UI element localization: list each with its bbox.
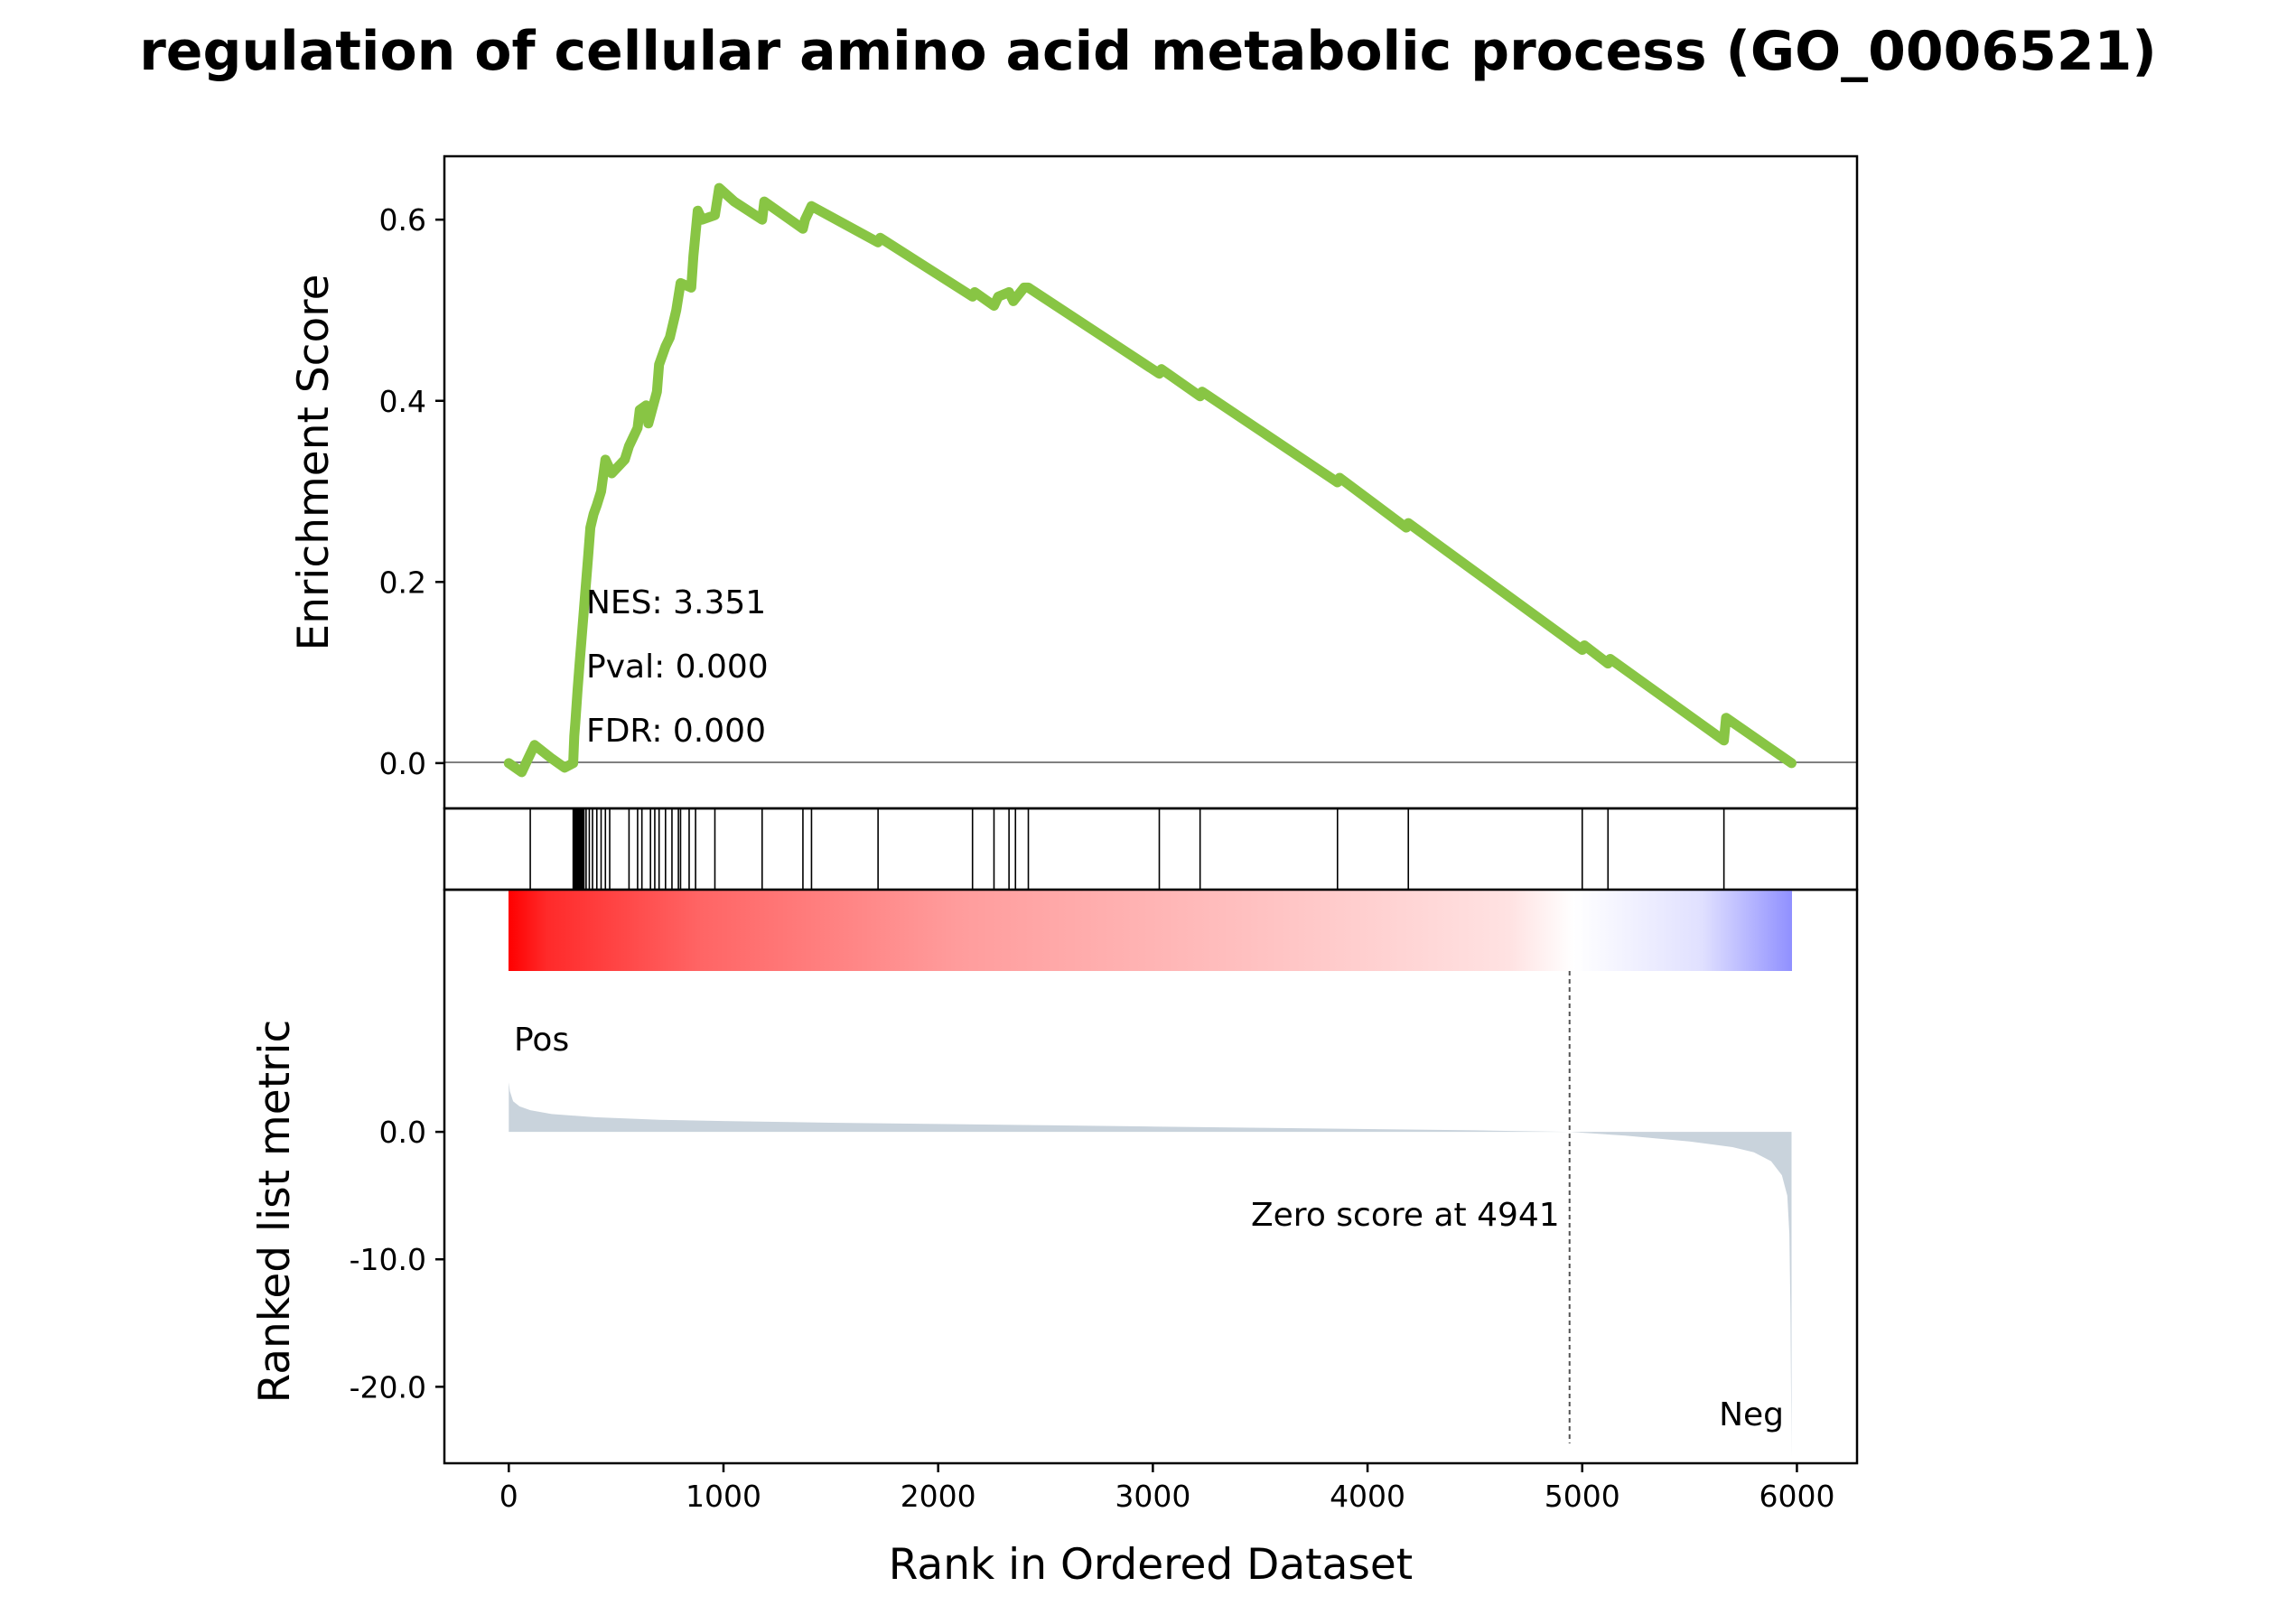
x-tick-label: 2000	[901, 1479, 976, 1514]
ranked-metric-panel-frame	[443, 888, 1859, 1465]
rm-ytick-label: -10.0	[350, 1242, 426, 1277]
x-tick-label: 0	[499, 1479, 518, 1514]
x-axis-label: Rank in Ordered Dataset	[889, 1540, 1413, 1590]
hits-panel-frame	[443, 807, 1859, 892]
x-tick-label: 3000	[1115, 1479, 1190, 1514]
x-tick-label: 1000	[686, 1479, 761, 1514]
pos-label: Pos	[514, 1022, 569, 1059]
es-ytick-label: 0.0	[379, 746, 426, 781]
ranked-metric-panel: Zero score at 4941 Pos Neg 0.0 -10.0 -20.0…	[250, 888, 1859, 1465]
neg-label: Neg	[1719, 1396, 1784, 1433]
rank-heatmap-bar	[509, 890, 1792, 971]
enrichment-panel-frame	[443, 154, 1859, 810]
zero-score-annotation: Zero score at 4941	[1251, 1197, 1560, 1234]
es-ytick-label: 0.6	[379, 202, 426, 238]
chart-title: regulation of cellular amino acid metabo…	[139, 20, 2157, 83]
es-ytick-label: 0.2	[379, 565, 426, 600]
enrichment-score-line	[503, 182, 1797, 778]
ranked-metric-area	[509, 1082, 1792, 1457]
fdr-annotation: FDR: 0.000	[586, 713, 766, 750]
enrichment-score-ylabel: Enrichment Score	[289, 275, 339, 651]
enrichment-panel: 0.0 0.2 0.4 0.6 Enrichment Score NES: 3.351…	[289, 154, 1859, 810]
x-tick-label: 5000	[1545, 1479, 1620, 1514]
hits-panel	[443, 807, 1859, 892]
es-ytick-label: 0.4	[379, 384, 426, 419]
rm-ytick-label: -20.0	[350, 1369, 426, 1405]
x-tick-label: 6000	[1759, 1479, 1834, 1514]
nes-annotation: NES: 3.351	[586, 584, 766, 621]
rm-ytick-label: 0.0	[379, 1115, 426, 1150]
x-tick-label: 4000	[1330, 1479, 1405, 1514]
pval-annotation: Pval: 0.000	[586, 649, 769, 686]
ranked-metric-ylabel: Ranked list metric	[250, 1020, 300, 1404]
